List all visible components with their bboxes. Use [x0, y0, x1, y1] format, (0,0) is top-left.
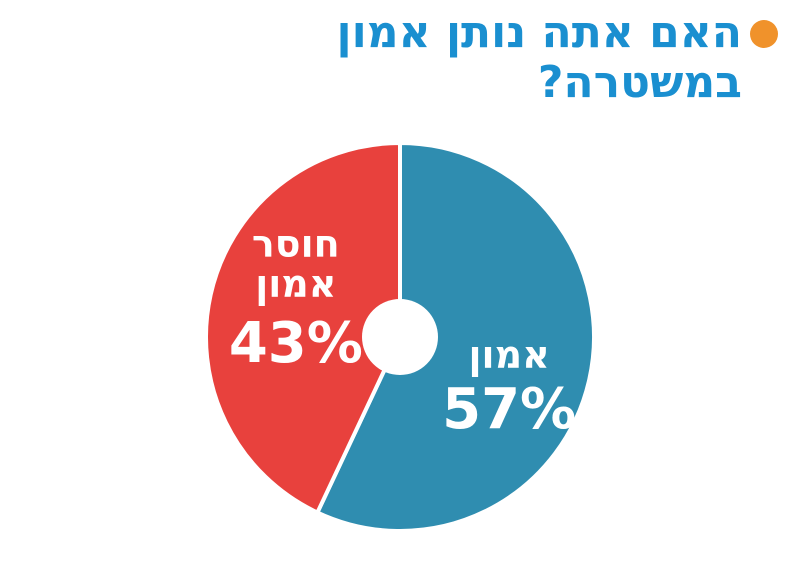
chart-title: האם אתה נותן אמון במשטרה?	[336, 7, 742, 108]
pie-slice	[204, 140, 402, 516]
pie-slice	[314, 140, 596, 533]
slice-value-label: 57%	[442, 377, 577, 443]
slice-value-label: 43%	[228, 310, 363, 376]
slice-label: אמון	[468, 333, 550, 378]
slice-label: חוסר אמון	[251, 221, 340, 306]
donut-hole	[362, 299, 438, 375]
title-bullet	[750, 20, 778, 48]
